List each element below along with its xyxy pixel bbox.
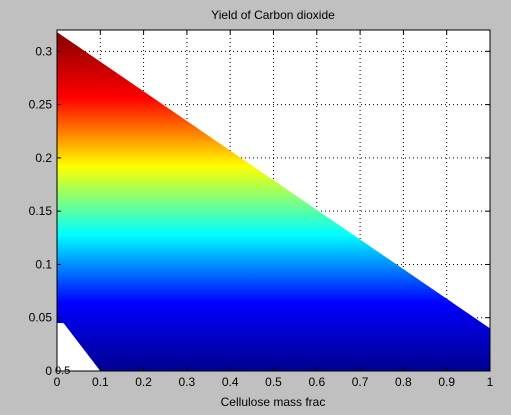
x-tick-label: 0.8	[395, 375, 412, 389]
x-tick-label: 0.4	[222, 375, 239, 389]
stray-label: 0.5	[55, 365, 70, 377]
chart-title: Yield of Carbon dioxide	[211, 8, 335, 22]
y-tick-label: 0.3	[35, 44, 52, 58]
y-tick-label: 0	[45, 364, 52, 378]
axis-ticks: 0 0.1 0.2 0.3 0.4 0.5 0.6 0.7 0.8 0.9 1 0 0.05 0.1 0.1…	[29, 30, 494, 389]
x-tick-label: 0.6	[308, 375, 325, 389]
x-tick-label: 0.2	[135, 375, 152, 389]
x-axis-label: Cellulose mass frac	[221, 395, 326, 409]
x-tick-label: 0.9	[438, 375, 455, 389]
y-tick-label: 0.1	[35, 257, 52, 271]
yield-region	[57, 32, 490, 371]
x-tick-label: 0.7	[352, 375, 369, 389]
x-tick-label: 1	[487, 375, 494, 389]
y-tick-label: 0.2	[35, 151, 52, 165]
y-tick-label: 0.05	[29, 311, 53, 325]
y-tick-label: 0.15	[29, 204, 53, 218]
x-tick-label: 0.3	[179, 375, 196, 389]
x-tick-label: 0.5	[265, 375, 282, 389]
x-tick-label: 0	[54, 375, 61, 389]
y-tick-label: 0.25	[29, 98, 53, 112]
x-tick-label: 0.1	[92, 375, 109, 389]
yield-surface	[57, 32, 490, 371]
